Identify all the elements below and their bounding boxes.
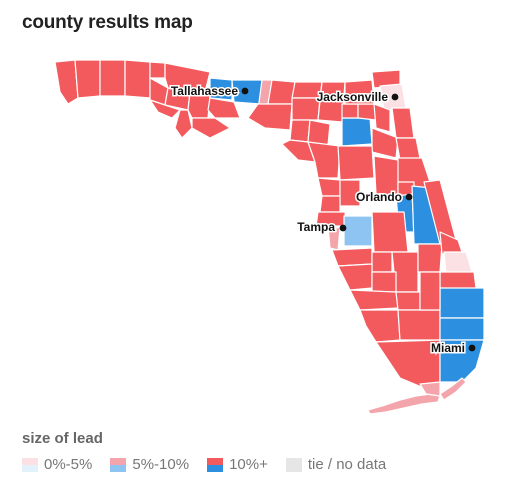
county-monroe-keys[interactable] [367,393,441,415]
county-franklin[interactable] [191,117,231,139]
legend-swatch-tie [285,457,302,472]
county-wakulla[interactable] [207,97,241,119]
city-markers: Tallahassee Jacksonville Orlando Tampa M… [169,83,476,357]
legend-swatch-10-plus [207,457,224,472]
county-gilchrist[interactable] [307,119,331,146]
county-putnam[interactable] [371,127,399,159]
legend-item-tie: tie / no data [285,456,387,473]
map-title: county results map [22,12,193,33]
legend-label-10-plus: 10%+ [229,456,268,473]
city-dot-miami [468,344,476,352]
county-manatee[interactable] [331,247,373,267]
county-citrus[interactable] [317,177,341,197]
city-dot-tallahassee [241,87,249,95]
swatch-top [207,457,224,465]
county-shapes [54,59,485,415]
county-dixie[interactable] [281,139,316,163]
legend-title: size of lead [22,430,103,447]
county-martin[interactable] [439,271,477,291]
county-polk[interactable] [371,211,409,253]
swatch-bottom [110,464,127,472]
county-charlotte[interactable] [349,289,399,311]
city-label-orlando: Orlando [356,190,402,204]
county-monroe-mainland[interactable] [419,381,441,397]
swatch-top [22,457,38,465]
county-walton[interactable] [124,59,151,99]
county-alachua[interactable] [341,117,373,147]
county-st-johns[interactable] [391,107,415,139]
florida-county-map: Tallahassee Jacksonville Orlando Tampa M… [54,59,485,415]
swatch-bottom [285,464,302,472]
city-label-tallahassee: Tallahassee [171,84,238,98]
county-flagler[interactable] [395,137,421,161]
legend-swatch-5-10 [110,457,127,472]
swatch-bottom [22,464,38,472]
county-palm-beach[interactable] [439,287,485,319]
legend-label-0-5: 0%-5% [44,456,93,473]
county-monroe-upper-keys[interactable] [439,377,467,401]
county-glades[interactable] [395,291,421,311]
county-hardee[interactable] [371,251,393,273]
city-label-miami: Miami [431,341,465,355]
county-sarasota[interactable] [337,263,373,291]
county-desoto[interactable] [371,271,397,293]
county-taylor[interactable] [247,103,293,131]
county-broward[interactable] [439,317,485,341]
city-dot-jacksonville [391,93,399,101]
county-gadsden[interactable] [209,77,233,101]
county-st-lucie[interactable] [443,251,473,275]
legend-swatch-0-5 [22,457,38,472]
legend-item-0-5: 0%-5% [22,456,92,473]
county-gulf[interactable] [174,109,193,139]
county-marion[interactable] [337,145,375,181]
county-jackson[interactable] [164,62,211,93]
legend-label-5-10: 5%-10% [132,456,190,473]
legend-label-tie: tie / no data [307,456,387,473]
county-okeechobee[interactable] [417,243,443,273]
legend-item-5-10: 5%-10% [110,456,189,473]
county-hernando[interactable] [319,195,341,213]
county-santa-rosa[interactable] [74,59,101,99]
county-hendry[interactable] [397,309,441,341]
county-madison[interactable] [267,79,296,105]
city-label-jacksonville: Jacksonville [317,90,389,104]
city-dot-orlando [405,193,413,201]
swatch-top [285,457,302,465]
legend: 0%-5% 5%-10% 10%+ tie / no data [22,456,404,473]
county-levy[interactable] [307,141,341,179]
city-label-tampa: Tampa [297,220,335,234]
legend-item-10-plus: 10%+ [207,456,268,473]
county-union[interactable] [341,103,359,119]
county-hillsborough[interactable] [343,215,373,247]
county-lee[interactable] [359,309,401,343]
county-clay[interactable] [373,103,391,133]
county-lafayette[interactable] [289,119,311,143]
county-bay[interactable] [149,99,181,119]
swatch-top [110,457,127,465]
county-holmes[interactable] [149,61,166,79]
county-lake-okeechobee-area[interactable] [419,271,441,311]
swatch-bottom [207,464,224,472]
city-dot-tampa [339,224,347,232]
county-okaloosa[interactable] [99,59,126,97]
county-escambia[interactable] [54,59,79,105]
